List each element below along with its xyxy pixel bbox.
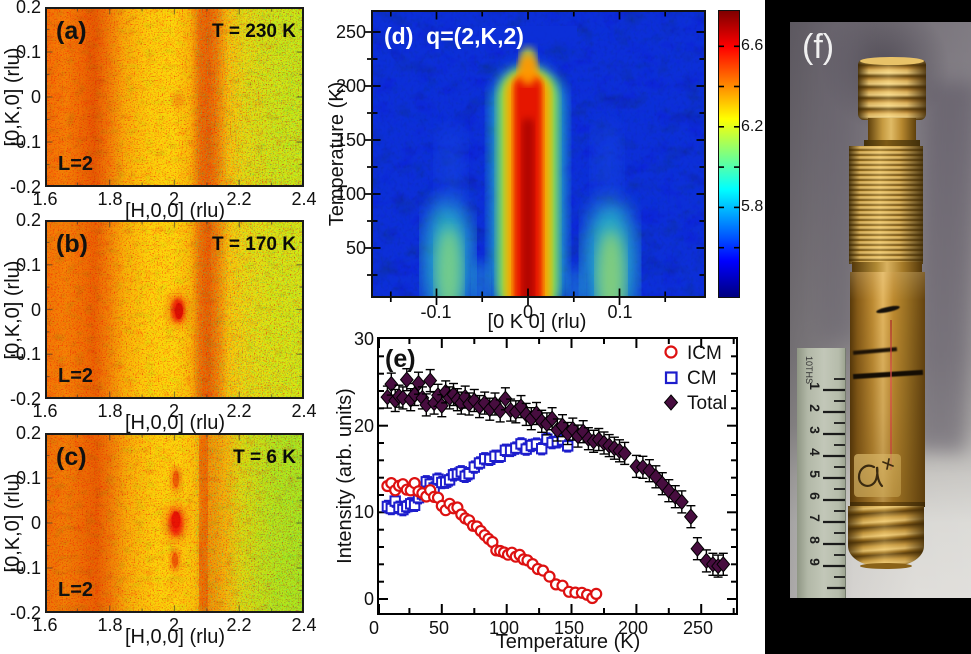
svg-text:3: 3 [807, 426, 823, 434]
svg-text:8: 8 [807, 536, 823, 544]
svg-text:9: 9 [807, 558, 823, 566]
svg-text:6: 6 [807, 492, 823, 500]
svg-text:5: 5 [807, 470, 823, 478]
svg-text:4: 4 [807, 448, 823, 456]
svg-text:2: 2 [807, 404, 823, 412]
svg-text:7: 7 [807, 514, 823, 522]
svg-text:10THS: 10THS [804, 356, 814, 384]
svg-text:1: 1 [807, 382, 823, 390]
